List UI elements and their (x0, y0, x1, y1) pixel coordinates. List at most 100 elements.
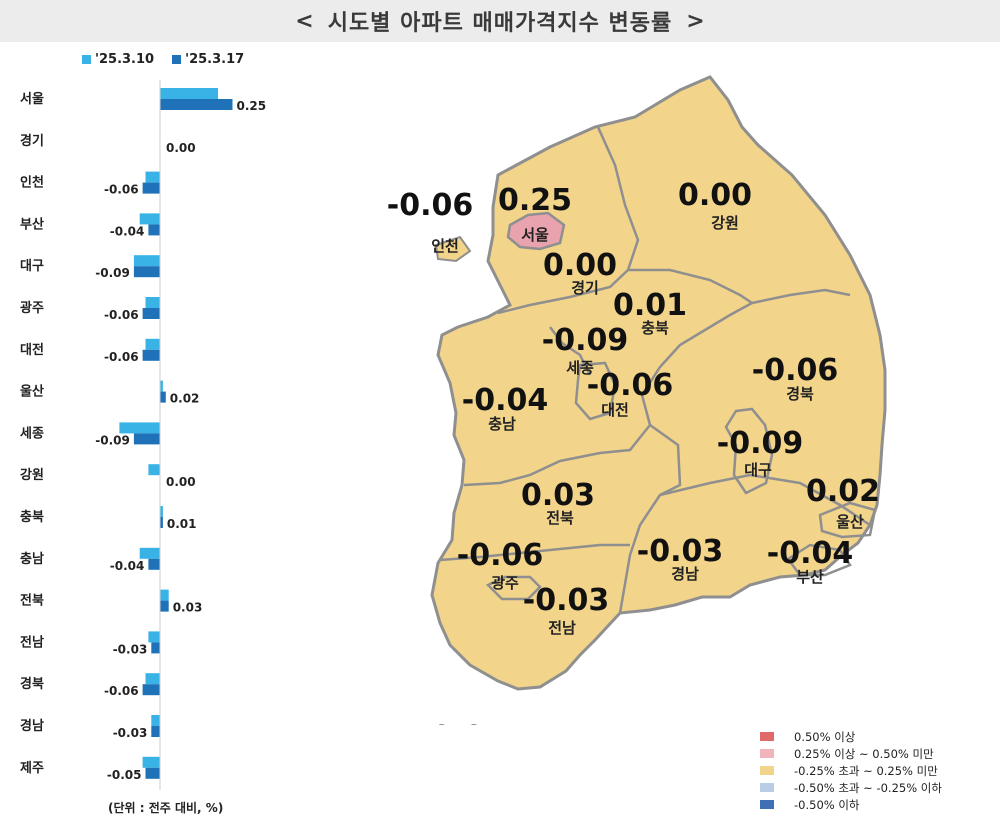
bar-series2 (133, 433, 160, 445)
chevron-right-icon: > (686, 8, 705, 34)
bar-series1 (148, 631, 160, 643)
bar-category-label: 인천 (20, 175, 44, 191)
map-value-label: 0.25 (498, 183, 572, 218)
bar-data-label: -0.09 (95, 266, 130, 280)
map-region-label: 인천 (431, 237, 459, 255)
map-legend-label: -0.25% 초과 ~ 0.25% 미만 (794, 763, 938, 778)
legend-swatch-series1 (82, 55, 91, 64)
bar-series1 (145, 673, 160, 685)
map-region-label: 경북 (786, 385, 814, 403)
bar-data-label: 0.01 (167, 517, 197, 531)
map-legend: 0.50% 이상 0.25% 이상 ~ 0.50% 미만 -0.25% 초과 ~ 0… (760, 728, 942, 813)
bar-series1 (145, 338, 160, 350)
bar-series2 (148, 558, 160, 570)
border-gyeongbuk-gyeongnam (659, 473, 871, 527)
map-region-label: 전남 (548, 619, 576, 637)
bar-category-label: 서울 (20, 91, 44, 107)
map-value-label: 0.00 (543, 248, 617, 283)
bar-series2 (151, 642, 160, 654)
map-region-label: 서울 (521, 226, 549, 244)
bar-category-label: 경남 (20, 718, 44, 734)
map-region-label: 대구 (744, 461, 772, 479)
map-value-label: -0.09 (717, 426, 803, 461)
bar-data-label: -0.09 (95, 433, 130, 447)
bar-series2 (142, 349, 160, 361)
bar-series2 (142, 684, 160, 696)
bar-category-label: 광주 (20, 301, 44, 316)
bar-data-label: 0.02 (170, 392, 200, 406)
map-legend-swatch (760, 732, 774, 741)
map-value-label: -0.04 (462, 383, 548, 418)
chevron-left-icon: < (295, 8, 314, 34)
bar-chart: 서울 0.25 경기 0.00 인천 -0.06 부산 -0.04 대구 -0.09 광주 -0.06… (20, 80, 266, 790)
bar-category-label: 강원 (20, 467, 44, 483)
map-legend-label: 0.50% 이상 (794, 729, 856, 744)
map-regions (430, 75, 887, 691)
bar-data-label: -0.06 (104, 684, 139, 698)
map-value-label: -0.03 (523, 583, 609, 618)
bar-series2 (160, 600, 169, 612)
internal-borders (439, 126, 877, 614)
border-busan (786, 543, 852, 577)
bar-category-label: 전남 (20, 634, 44, 650)
border-jeonbuk-jeonnam (439, 543, 630, 562)
bar-series1 (160, 88, 218, 99)
border-ulsan (818, 501, 877, 539)
title-bar: < 시도별 아파트 매매가격지수 변동률 > (0, 0, 1000, 42)
bar-series1 (151, 715, 160, 726)
map-legend-item: -0.25% 초과 ~ 0.25% 미만 (760, 762, 942, 779)
bar-series2 (142, 182, 160, 194)
bar-series1 (148, 464, 160, 476)
bar-data-label: 0.00 (166, 141, 196, 155)
bar-data-label: -0.03 (113, 642, 148, 656)
bar-series2 (151, 726, 160, 737)
bar-series1 (145, 171, 160, 183)
bar-series1 (139, 213, 160, 225)
bar-series1 (160, 506, 163, 517)
border-gangwon-gyeongbuk (751, 288, 851, 305)
border-gwangju (485, 575, 542, 601)
bar-data-label: 0.00 (166, 475, 196, 489)
map-region-label: 전북 (546, 509, 574, 527)
bar-data-label: -0.06 (104, 308, 139, 322)
map-value-label: -0.04 (767, 536, 853, 571)
map-region-label: 울산 (836, 513, 864, 531)
map-value-label: -0.06 (752, 353, 838, 388)
map-legend-label: -0.50% 초과 ~ -0.25% 이하 (794, 780, 942, 795)
map-legend-label: 0.25% 이상 ~ 0.50% 미만 (794, 746, 934, 761)
border-daegu (724, 407, 774, 495)
map-value-label: 0.03 (521, 478, 595, 513)
border-gyeonggi-gangwon (596, 126, 640, 271)
bar-category-label: 경북 (20, 676, 44, 692)
seoul-shape (506, 211, 566, 251)
bar-category-label: 충남 (20, 551, 44, 567)
map-value-label: -0.03 (637, 534, 723, 569)
map-legend-item: -0.50% 이하 (760, 796, 942, 813)
incheon-island-shape (434, 235, 472, 263)
border-north-central (497, 268, 753, 315)
bar-legend: '25.3.10 '25.3.17 (82, 52, 244, 67)
bar-series2 (160, 517, 163, 528)
bar-series2 (133, 266, 160, 278)
map-legend-item: -0.50% 초과 ~ -0.25% 이하 (760, 779, 942, 796)
bar-series2 (160, 99, 233, 110)
legend-label-series2: '25.3.17 (185, 52, 245, 67)
map-value-label: 0.00 (678, 178, 752, 213)
bar-series1 (142, 756, 160, 768)
bar-category-label: 제주 (20, 761, 44, 776)
bar-category-label: 부산 (20, 216, 44, 232)
map-value-label: 0.02 (806, 474, 880, 509)
map-legend-swatch (760, 783, 774, 792)
map-region-label: 강원 (711, 214, 739, 232)
map-region-label: 충북 (641, 319, 669, 337)
bar-series1 (160, 589, 169, 601)
bar-data-label: 0.03 (173, 601, 203, 615)
bar-series2 (160, 391, 166, 403)
map-legend-swatch (760, 766, 774, 775)
border-chungbuk-gyeongbuk (659, 301, 753, 368)
bar-series2 (142, 308, 160, 319)
map-legend-item: 0.25% 이상 ~ 0.50% 미만 (760, 745, 942, 762)
legend-label-series1: '25.3.10 (95, 52, 155, 67)
map-labels: 0.25서울-0.06인천0.00경기0.00강원0.01충북-0.09세종-0… (387, 178, 880, 725)
bar-category-label: 대전 (20, 342, 44, 358)
